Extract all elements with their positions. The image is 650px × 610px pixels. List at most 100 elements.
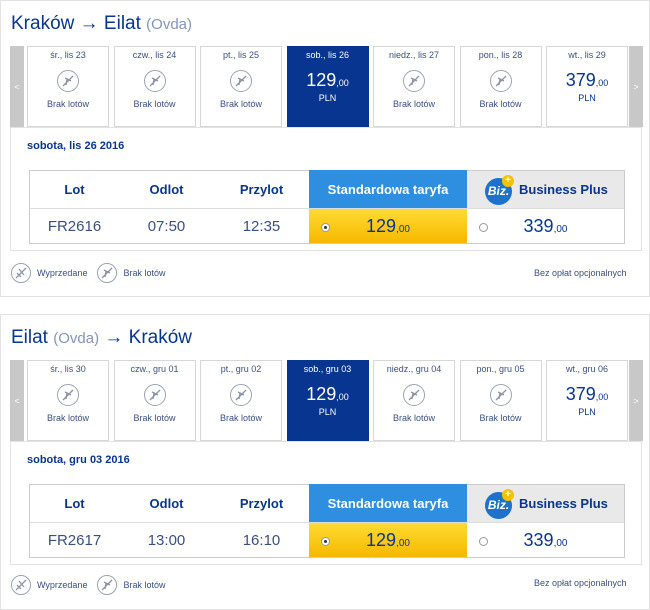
no-flights-text: Brak lotów — [479, 99, 522, 109]
fare-table: Lot Odlot Przylot Standardowa taryfa Biz… — [29, 170, 625, 244]
biz-logo-icon: Biz. + — [485, 488, 515, 519]
destination-city: Kraków — [128, 327, 193, 348]
departure-time: 07:50 — [119, 208, 214, 244]
header-departure: Odlot — [119, 170, 214, 208]
no-flights-text: Brak lotów — [46, 413, 90, 423]
no-flights-text: Brak lotów — [133, 99, 176, 109]
selected-date: sobota, gru 03 2016 — [27, 454, 130, 466]
sold-out-icon — [11, 263, 31, 283]
origin-airport: (Ovda) — [53, 330, 100, 347]
business-plus-radio[interactable] — [479, 223, 488, 232]
header-standard-fare: Standardowa taryfa — [309, 170, 467, 208]
legend: Wyprzedane Brak lotów — [11, 263, 175, 283]
route-arrow: → — [104, 327, 124, 348]
date-price: 379,00 — [565, 384, 609, 404]
legend: Wyprzedane Brak lotów — [11, 575, 175, 595]
business-plus-price: 339,00 — [523, 215, 568, 236]
date-cell[interactable]: śr., lis 30 Brak lotów — [27, 360, 109, 441]
date-cell[interactable]: czw., lis 24 Brak lotów — [113, 46, 196, 127]
optional-fees-note: Bez opłat opcjonalnych — [534, 578, 627, 588]
header-flight: Lot — [29, 170, 119, 208]
date-label: wt., gru 06 — [565, 364, 609, 374]
date-cell[interactable]: czw., gru 01 Brak lotów — [113, 360, 196, 441]
business-plus-label: Business Plus — [519, 496, 608, 511]
no-flights-text: Brak lotów — [219, 413, 263, 423]
date-cell[interactable]: wt., lis 29 379,00 PLN — [546, 46, 628, 127]
date-cell[interactable]: pt., gru 02 Brak lotów — [200, 360, 282, 441]
date-label: sob., lis 26 — [305, 50, 350, 60]
date-label: wt., lis 29 — [568, 50, 606, 60]
optional-fees-note: Bez opłat opcjonalnych — [534, 268, 627, 278]
date-price: 129,00 — [306, 384, 349, 404]
arrival-time: 12:35 — [214, 208, 309, 244]
date-label: pon., gru 05 — [476, 364, 525, 374]
business-plus-radio[interactable] — [479, 537, 488, 546]
prev-dates-button[interactable]: < — [10, 46, 24, 127]
date-cell[interactable]: pt., lis 25 Brak lotów — [200, 46, 282, 127]
header-flight: Lot — [29, 484, 119, 522]
header-departure: Odlot — [119, 484, 214, 522]
date-carousel: < > śr., lis 23 Brak lotów czw., lis 24 Bra… — [10, 46, 643, 127]
date-cell[interactable]: wt., gru 06 379,00 PLN — [546, 360, 628, 441]
no-flights-text: Brak lotów — [133, 413, 176, 423]
no-flights-icon — [230, 384, 252, 406]
fare-panel: sobota, gru 03 2016 Lot Odlot Przylot St… — [10, 441, 642, 565]
no-flights-label: Brak lotów — [123, 268, 166, 278]
no-flights-icon — [489, 384, 512, 406]
flight-number: FR2616 — [29, 208, 119, 244]
date-currency: PLN — [318, 407, 337, 417]
no-flights-icon — [143, 70, 166, 92]
no-flights-text: Brak lotów — [479, 413, 522, 423]
no-flights-icon — [403, 384, 425, 406]
date-label: pt., lis 25 — [222, 50, 260, 60]
sold-out-label: Wyprzedane — [37, 268, 88, 278]
date-currency: PLN — [318, 93, 337, 103]
route-title: Eilat (Ovda) → Kraków — [11, 327, 192, 349]
date-cell[interactable]: pon., lis 28 Brak lotów — [459, 46, 542, 127]
standard-fare-option[interactable]: 129,00 — [309, 208, 467, 244]
sold-out-label: Wyprzedane — [37, 580, 88, 590]
origin-city: Eilat — [11, 327, 48, 348]
next-dates-button[interactable]: > — [629, 46, 643, 127]
sold-out-icon — [11, 575, 31, 595]
header-business-plus: Biz. + Business Plus — [467, 484, 625, 522]
date-cell[interactable]: śr., lis 23 Brak lotów — [27, 46, 109, 127]
fare-panel: sobota, lis 26 2016 Lot Odlot Przylot St… — [10, 127, 642, 251]
date-cell[interactable]: niedz., lis 27 Brak lotów — [373, 46, 455, 127]
standard-fare-price: 129,00 — [366, 529, 410, 550]
destination-city: Eilat — [103, 13, 141, 34]
business-plus-price: 339,00 — [523, 529, 568, 550]
outbound-section: Kraków → Eilat (Ovda) < > śr., lis 23 Bra… — [0, 0, 650, 297]
flight-number: FR2617 — [29, 522, 119, 558]
prev-dates-button[interactable]: < — [10, 360, 24, 441]
business-plus-option[interactable]: 339,00 — [467, 522, 625, 558]
route-arrow: → — [79, 13, 99, 34]
date-cell[interactable]: sob., gru 03 129,00 PLN — [286, 360, 369, 441]
date-label: sob., gru 03 — [303, 364, 352, 374]
standard-fare-radio[interactable] — [321, 537, 330, 546]
inbound-section: Eilat (Ovda) → Kraków < > śr., lis 30 Bra… — [0, 314, 650, 610]
destination-airport: (Ovda) — [146, 16, 193, 33]
business-plus-option[interactable]: 339,00 — [467, 208, 625, 244]
date-price: 129,00 — [306, 70, 349, 90]
no-flights-icon — [143, 384, 166, 406]
standard-fare-option[interactable]: 129,00 — [309, 522, 467, 558]
next-dates-button[interactable]: > — [629, 360, 643, 441]
date-cell[interactable]: pon., gru 05 Brak lotów — [459, 360, 542, 441]
date-label: czw., lis 24 — [132, 50, 177, 60]
standard-fare-radio[interactable] — [321, 223, 330, 232]
business-plus-label: Business Plus — [519, 182, 608, 197]
date-label: śr., lis 23 — [50, 50, 86, 60]
no-flights-icon — [57, 70, 79, 92]
date-cell[interactable]: niedz., gru 04 Brak lotów — [373, 360, 455, 441]
date-price: 379,00 — [565, 70, 609, 90]
no-flights-icon — [489, 70, 512, 92]
no-flights-text: Brak lotów — [219, 99, 263, 109]
date-label: niedz., gru 04 — [386, 364, 442, 374]
date-currency: PLN — [578, 93, 596, 103]
header-arrival: Przylot — [214, 170, 309, 208]
date-label: niedz., lis 27 — [388, 50, 440, 60]
date-cell[interactable]: sob., lis 26 129,00 PLN — [286, 46, 369, 127]
date-label: śr., lis 30 — [50, 364, 86, 374]
arrival-time: 16:10 — [214, 522, 309, 558]
